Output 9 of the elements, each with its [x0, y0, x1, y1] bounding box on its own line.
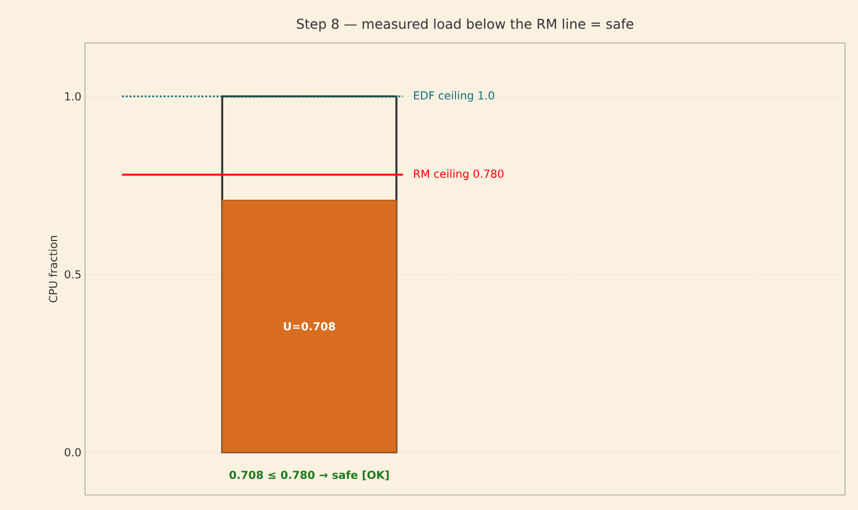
- y-tick-label: 0.0: [64, 448, 81, 456]
- ref-line-label: RM ceiling 0.780: [414, 169, 504, 180]
- annotation: 0.708 ≤ 0.780 → safe [OK]: [229, 470, 389, 480]
- data-label: U=0.708: [284, 322, 335, 330]
- chart-title: Step 8 — measured load below the RM line = safe: [296, 18, 634, 32]
- y-axis-title: CPU fraction: [48, 236, 58, 302]
- y-tick-label: 1.0: [65, 92, 81, 101]
- ref-line-label: EDF ceiling 1.0: [414, 91, 494, 102]
- y-tick-label: 0.5: [64, 270, 81, 278]
